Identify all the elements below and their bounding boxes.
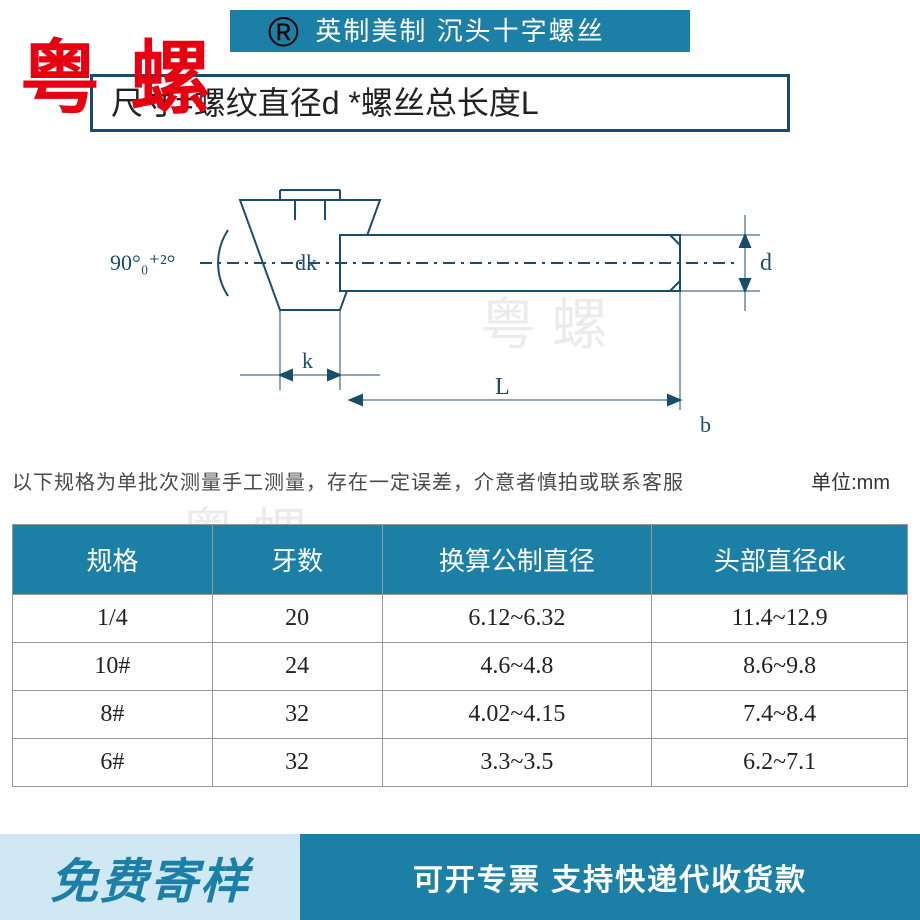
d-label: d: [760, 250, 772, 276]
table-row: 1/4 20 6.12~6.32 11.4~12.9: [13, 595, 908, 643]
cell: 3.3~3.5: [382, 739, 652, 787]
cell: 10#: [13, 643, 213, 691]
footer-left-text: 免费寄样: [50, 842, 250, 912]
dk-label: dk: [295, 250, 317, 275]
table-row: 6# 32 3.3~3.5 6.2~7.1: [13, 739, 908, 787]
cell: 11.4~12.9: [652, 595, 908, 643]
cell: 6#: [13, 739, 213, 787]
cell: 20: [212, 595, 382, 643]
cell: 6.12~6.32: [382, 595, 652, 643]
screw-diagram: 90°₀⁺²° dk d k L b: [80, 160, 840, 440]
measurement-note: 以下规格为单批次测量手工测量，存在一定误差，介意者慎拍或联系客服: [12, 466, 684, 495]
table-row: 10# 24 4.6~4.8 8.6~9.8: [13, 643, 908, 691]
footer-left: 免费寄样: [0, 834, 300, 920]
table-body: 1/4 20 6.12~6.32 11.4~12.9 10# 24 4.6~4.…: [13, 595, 908, 787]
unit-label: 单位:mm: [811, 466, 890, 495]
cell: 24: [212, 643, 382, 691]
col-header-dk: 头部直径dk: [652, 525, 908, 595]
footer-right: 可开专票 支持快递代收货款: [300, 834, 920, 920]
table-row: 8# 32 4.02~4.15 7.4~8.4: [13, 691, 908, 739]
L-label: L: [495, 374, 510, 400]
registered-mark: ®: [268, 8, 299, 56]
footer-bar: 免费寄样 可开专票 支持快递代收货款: [0, 834, 920, 920]
cell: 1/4: [13, 595, 213, 643]
spec-table: 规格 牙数 换算公制直径 头部直径dk 1/4 20 6.12~6.32 11.…: [12, 524, 908, 787]
cell: 4.02~4.15: [382, 691, 652, 739]
b-label: b: [700, 412, 711, 437]
cell: 8#: [13, 691, 213, 739]
cell: 7.4~8.4: [652, 691, 908, 739]
table-header-row: 规格 牙数 换算公制直径 头部直径dk: [13, 525, 908, 595]
cell: 32: [212, 739, 382, 787]
cell: 6.2~7.1: [652, 739, 908, 787]
footer-right-text: 可开专票 支持快递代收货款: [413, 855, 807, 899]
col-header-metric: 换算公制直径: [382, 525, 652, 595]
col-header-teeth: 牙数: [212, 525, 382, 595]
k-label: k: [302, 348, 313, 373]
angle-label: 90°₀⁺²°: [110, 250, 175, 275]
cell: 4.6~4.8: [382, 643, 652, 691]
brand-overlay: 粤 螺: [20, 14, 214, 130]
cell: 8.6~9.8: [652, 643, 908, 691]
title-banner: 英制美制 沉头十字螺丝: [230, 10, 690, 52]
col-header-spec: 规格: [13, 525, 213, 595]
cell: 32: [212, 691, 382, 739]
